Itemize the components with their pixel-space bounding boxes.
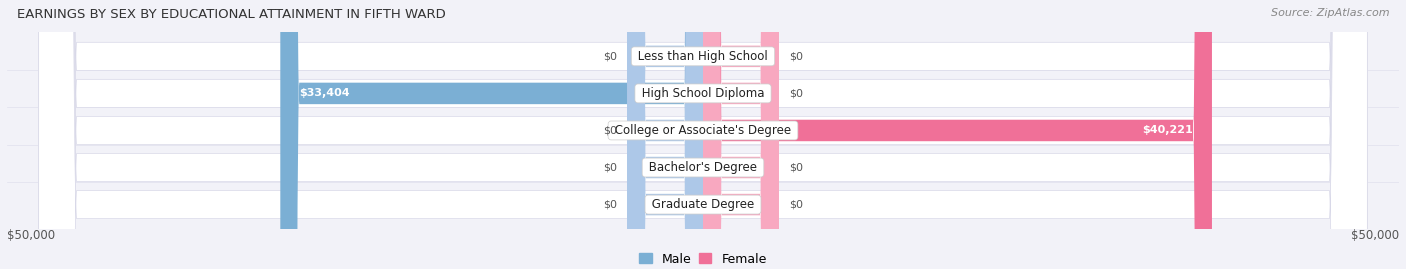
Text: $0: $0 bbox=[603, 51, 617, 61]
Text: College or Associate's Degree: College or Associate's Degree bbox=[612, 124, 794, 137]
FancyBboxPatch shape bbox=[627, 0, 703, 269]
Text: $50,000: $50,000 bbox=[7, 229, 55, 242]
Text: High School Diploma: High School Diploma bbox=[638, 87, 768, 100]
FancyBboxPatch shape bbox=[39, 0, 1367, 269]
FancyBboxPatch shape bbox=[703, 0, 779, 269]
FancyBboxPatch shape bbox=[703, 0, 779, 269]
Text: $33,404: $33,404 bbox=[299, 89, 350, 98]
FancyBboxPatch shape bbox=[627, 0, 703, 269]
Legend: Male, Female: Male, Female bbox=[640, 253, 766, 266]
Text: $0: $0 bbox=[789, 89, 803, 98]
FancyBboxPatch shape bbox=[703, 0, 779, 269]
Text: $0: $0 bbox=[603, 162, 617, 172]
FancyBboxPatch shape bbox=[39, 0, 1367, 269]
Text: $50,000: $50,000 bbox=[1351, 229, 1399, 242]
FancyBboxPatch shape bbox=[39, 0, 1367, 269]
Text: $0: $0 bbox=[603, 200, 617, 210]
FancyBboxPatch shape bbox=[703, 0, 1212, 269]
FancyBboxPatch shape bbox=[703, 0, 779, 269]
Text: $0: $0 bbox=[789, 162, 803, 172]
FancyBboxPatch shape bbox=[39, 0, 1367, 269]
FancyBboxPatch shape bbox=[280, 0, 703, 269]
Text: $0: $0 bbox=[789, 200, 803, 210]
Text: $40,221: $40,221 bbox=[1142, 125, 1192, 136]
FancyBboxPatch shape bbox=[627, 0, 703, 269]
FancyBboxPatch shape bbox=[39, 0, 1367, 269]
Text: $0: $0 bbox=[603, 125, 617, 136]
FancyBboxPatch shape bbox=[627, 0, 703, 269]
Text: Less than High School: Less than High School bbox=[634, 50, 772, 63]
Text: Source: ZipAtlas.com: Source: ZipAtlas.com bbox=[1271, 8, 1389, 18]
Text: EARNINGS BY SEX BY EDUCATIONAL ATTAINMENT IN FIFTH WARD: EARNINGS BY SEX BY EDUCATIONAL ATTAINMEN… bbox=[17, 8, 446, 21]
Text: Bachelor's Degree: Bachelor's Degree bbox=[645, 161, 761, 174]
Text: Graduate Degree: Graduate Degree bbox=[648, 198, 758, 211]
Text: $0: $0 bbox=[789, 51, 803, 61]
